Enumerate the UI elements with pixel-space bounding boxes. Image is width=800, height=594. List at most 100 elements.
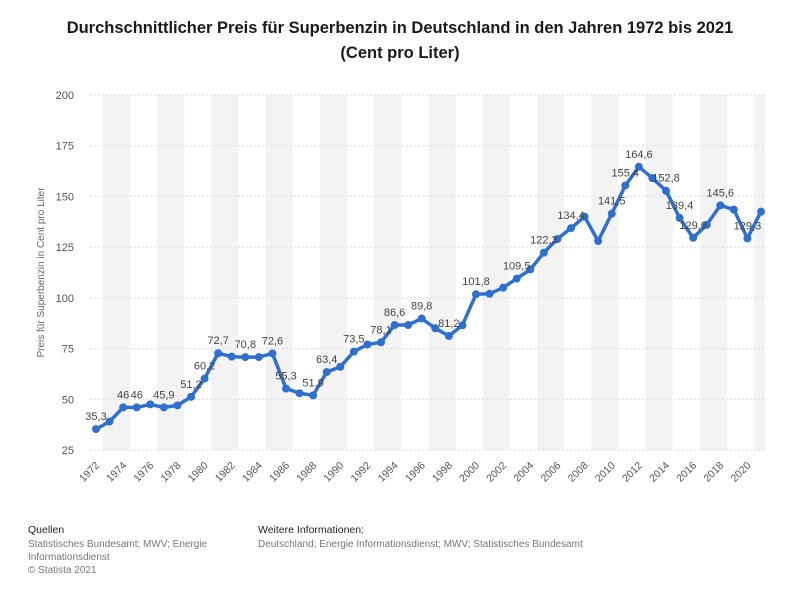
background-band (699, 95, 728, 450)
data-label: 129,3 (734, 220, 762, 232)
data-label: 155,4 (612, 167, 640, 179)
x-tick-label: 1980 (186, 460, 211, 485)
x-tick-label: 1998 (430, 460, 455, 485)
data-point (214, 349, 223, 358)
y-tick-label: 200 (56, 90, 74, 102)
background-band (537, 95, 565, 450)
data-point (729, 205, 738, 214)
chart-title-line-2: (Cent pro Liter) (340, 44, 460, 62)
data-point (743, 234, 752, 243)
x-tick-label: 2014 (647, 460, 672, 485)
x-tick-label: 1972 (77, 460, 102, 485)
data-point (336, 362, 345, 371)
data-label: 145,6 (707, 187, 735, 199)
y-tick-label: 50 (62, 394, 74, 406)
data-label: 55,3 (275, 371, 296, 383)
x-tick-label: 1976 (131, 460, 156, 485)
x-tick-label: 2018 (701, 460, 726, 485)
y-tick-label: 25 (62, 445, 74, 457)
x-tick-label: 1996 (403, 460, 428, 485)
sources-heading: Quellen (28, 524, 65, 536)
data-label: 60,2 (194, 361, 215, 373)
x-tick-label: 1984 (240, 460, 265, 485)
data-point (200, 374, 209, 383)
data-point (553, 235, 562, 244)
more-info-text: Deutschland; Energie Informationsdienst;… (258, 539, 583, 550)
y-tick-label: 125 (56, 242, 74, 254)
data-point (282, 384, 290, 393)
data-label: 70,8 (235, 339, 256, 351)
data-point (607, 209, 616, 218)
data-point (309, 391, 318, 400)
data-point (634, 162, 643, 171)
data-point (417, 314, 426, 323)
data-point (187, 392, 195, 401)
data-point (227, 352, 236, 361)
data-point (390, 321, 399, 330)
data-point (458, 321, 467, 330)
data-label: 78,1 (370, 324, 391, 336)
sources-text: Statistisches Bundesamt; MWV; Energie In… (28, 539, 208, 563)
data-point (159, 403, 168, 412)
data-label: 63,4 (316, 354, 337, 366)
x-tick-label: 2008 (566, 460, 591, 485)
y-tick-label: 150 (56, 191, 74, 203)
background-band (265, 95, 293, 450)
data-label: 35,3 (85, 411, 106, 423)
background-band (157, 95, 185, 450)
chart-title-line-1: Durchschnittlicher Preis für Superbenzin… (66, 19, 734, 37)
chart-title: Durchschnittlicher Preis für Superbenzin… (0, 16, 800, 66)
x-tick-label: 1988 (294, 460, 319, 485)
x-tick-label: 2020 (729, 460, 754, 485)
y-axis-label: Preis für Superbenzin in Cent pro Liter (36, 187, 47, 358)
data-label: 134,4 (557, 210, 585, 222)
x-tick-label: 1992 (349, 460, 374, 485)
data-point (119, 403, 128, 412)
data-label: 109,5 (503, 261, 531, 273)
x-tick-label: 1974 (104, 460, 129, 485)
x-tick-label: 1994 (376, 460, 401, 485)
data-label: 81,2 (438, 318, 459, 330)
data-point (472, 290, 480, 299)
data-point (716, 201, 725, 210)
x-tick-label: 2000 (457, 460, 482, 485)
background-band (482, 95, 510, 450)
y-tick-label: 175 (56, 141, 74, 153)
data-point (92, 425, 100, 434)
x-tick-label: 2006 (539, 460, 564, 485)
data-label: 72,6 (262, 335, 283, 347)
data-point (132, 403, 141, 412)
data-label: 46 (117, 389, 129, 401)
data-label: 46 (131, 389, 143, 401)
background-band (319, 95, 348, 450)
data-label: 164,6 (625, 149, 653, 161)
data-label: 101,8 (462, 276, 490, 288)
data-point (512, 274, 521, 283)
background-band (645, 95, 673, 450)
data-point (648, 174, 657, 183)
data-label: 45,9 (153, 389, 174, 401)
data-point (295, 389, 304, 398)
data-point (702, 220, 711, 229)
data-point (322, 368, 331, 377)
data-label: 86,6 (384, 307, 405, 319)
data-point (431, 324, 440, 333)
data-point (567, 224, 575, 233)
data-point (485, 289, 494, 298)
x-tick-label: 2012 (620, 460, 645, 485)
x-tick-label: 2010 (593, 460, 618, 485)
data-point (349, 347, 358, 356)
data-point (173, 401, 182, 410)
data-point (675, 213, 684, 222)
x-tick-label: 1986 (267, 460, 292, 485)
data-point (662, 186, 670, 195)
data-point (363, 340, 372, 349)
x-tick-label: 2004 (511, 460, 536, 485)
data-label: 51,9 (302, 377, 323, 389)
background-band (211, 95, 239, 450)
data-label: 129,6 (679, 220, 707, 232)
data-label: 72,7 (207, 335, 228, 347)
data-label: 141,5 (598, 196, 626, 208)
data-point (539, 248, 548, 257)
background-band (591, 95, 619, 450)
